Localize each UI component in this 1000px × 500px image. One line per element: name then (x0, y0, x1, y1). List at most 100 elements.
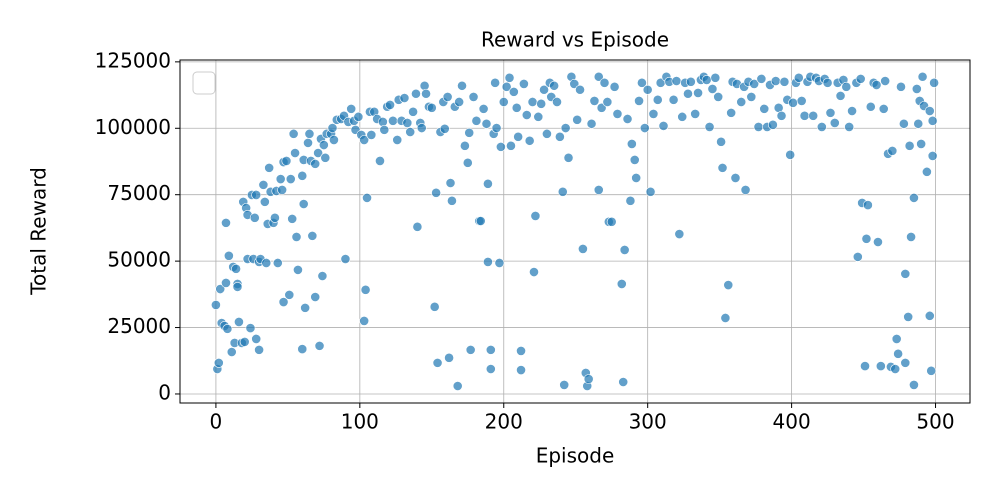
point (304, 128, 315, 139)
point (575, 84, 585, 95)
point (891, 334, 902, 344)
point (710, 72, 721, 83)
point (375, 156, 385, 166)
point (444, 352, 454, 363)
point (626, 139, 637, 149)
point (799, 110, 810, 121)
point (431, 187, 442, 198)
point (634, 96, 644, 106)
point (272, 258, 283, 268)
point (713, 92, 724, 102)
point (452, 381, 463, 391)
point (639, 123, 650, 133)
point (221, 217, 231, 228)
point (893, 348, 904, 359)
point (825, 107, 836, 118)
point (560, 123, 571, 133)
point (926, 365, 937, 376)
point (498, 97, 509, 107)
point (726, 107, 737, 118)
point (557, 186, 568, 197)
point (412, 221, 423, 232)
point (298, 199, 309, 209)
point (392, 135, 403, 145)
point (816, 122, 827, 132)
point (671, 76, 682, 86)
point (483, 257, 493, 267)
point (300, 302, 311, 313)
point (855, 73, 866, 84)
point (602, 97, 613, 107)
point (685, 76, 696, 87)
point (290, 148, 300, 158)
point (511, 102, 522, 113)
point (221, 278, 231, 288)
point (360, 284, 371, 295)
point (281, 156, 292, 166)
point (366, 130, 377, 140)
point (835, 90, 846, 101)
point (929, 77, 939, 88)
point (880, 76, 891, 86)
point (572, 114, 583, 125)
point (251, 190, 262, 200)
point (506, 140, 516, 151)
point (359, 316, 370, 326)
point (270, 212, 280, 223)
point (318, 140, 329, 150)
point (674, 229, 685, 239)
point (307, 230, 318, 241)
point (720, 313, 731, 323)
point (411, 88, 421, 99)
point (593, 71, 604, 82)
point (215, 284, 226, 294)
point (909, 380, 919, 390)
point (776, 110, 787, 121)
y-tick-label: 125000 (95, 48, 171, 72)
point (913, 118, 924, 129)
point (254, 344, 264, 355)
point (793, 72, 804, 83)
point (746, 92, 757, 102)
point (475, 216, 486, 226)
point (619, 245, 630, 255)
point (258, 179, 269, 190)
point (896, 81, 906, 92)
point (442, 92, 453, 102)
point (756, 73, 767, 84)
legend (192, 71, 216, 95)
point (612, 109, 623, 119)
point (399, 93, 410, 103)
point (211, 300, 221, 310)
point (429, 301, 440, 312)
point (490, 77, 501, 88)
point (524, 135, 535, 146)
point (796, 96, 807, 106)
point (887, 145, 898, 156)
point (767, 119, 778, 130)
point (245, 323, 256, 333)
point (468, 92, 479, 102)
point (329, 135, 339, 145)
point (559, 380, 570, 390)
point (616, 279, 627, 289)
point (408, 106, 418, 117)
point (310, 292, 321, 302)
point (426, 102, 437, 113)
point (213, 357, 224, 368)
point (569, 79, 580, 89)
point (707, 84, 718, 94)
y-tick-label: 50000 (107, 248, 171, 272)
point (317, 271, 328, 281)
point (904, 140, 915, 151)
point (921, 166, 932, 177)
y-tick-label: 0 (158, 380, 171, 404)
point (652, 94, 663, 105)
point (297, 344, 308, 354)
y-tick-label: 75000 (107, 181, 171, 205)
point (223, 250, 234, 261)
point (293, 264, 303, 275)
point (637, 77, 647, 88)
point (234, 317, 244, 327)
